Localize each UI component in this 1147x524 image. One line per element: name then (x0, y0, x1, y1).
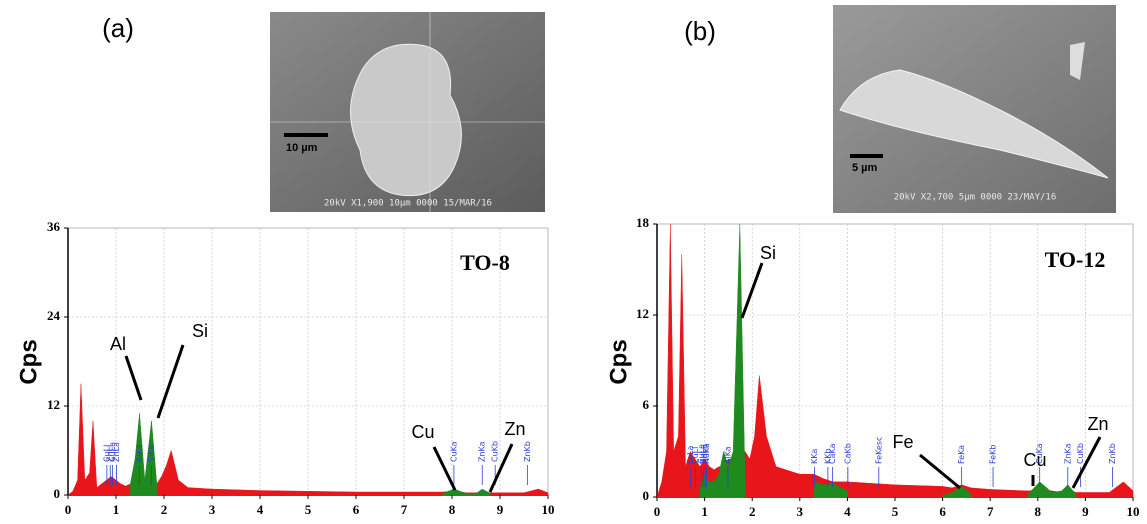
peak-label: ZnLl (699, 447, 708, 464)
x-tick-label: 10 (542, 502, 555, 517)
scale-bar-label: 10 µm (286, 142, 318, 154)
sample-label: TO-12 (1045, 247, 1106, 272)
peak-label: CuLl (691, 447, 700, 464)
x-tick-label: 4 (844, 504, 851, 519)
y-tick-label: 12 (636, 306, 649, 321)
x-tick-label: 10 (1127, 504, 1140, 519)
peak-label: CaKa (828, 443, 837, 464)
y-tick-label: 36 (47, 219, 61, 234)
scale-bar-label: 5 µm (852, 162, 878, 174)
peak-label: AlKa (135, 444, 144, 462)
peak-label: SiKa (147, 445, 156, 462)
spectrum (699, 223, 1077, 498)
x-tick-label: 1 (113, 502, 120, 517)
y-axis-label: Cps (15, 339, 42, 384)
callout-label: Zn (1087, 414, 1108, 434)
callout-line (124, 355, 143, 401)
callout-label: Cu (411, 422, 434, 442)
y-axis-label: Cps (605, 339, 632, 384)
x-tick-label: 3 (209, 502, 216, 517)
callout-label: Zn (504, 419, 525, 439)
peak-label: KKa (810, 449, 819, 464)
x-tick-label: 1 (701, 504, 708, 519)
x-tick-label: 5 (305, 502, 312, 517)
x-tick-label: 5 (892, 504, 899, 519)
x-tick-label: 9 (497, 502, 504, 517)
peak-label: FeKesc (874, 437, 883, 464)
peak-label: FeKb (989, 445, 998, 464)
peak-label: ZnLl (106, 445, 115, 462)
x-tick-label: 6 (353, 502, 360, 517)
callout-label: Si (760, 243, 776, 263)
y-tick-label: 6 (643, 397, 650, 412)
x-tick-label: 6 (939, 504, 946, 519)
peak-label: CuKb (1076, 443, 1085, 464)
callout-line (740, 262, 764, 319)
y-tick-label: 12 (47, 397, 60, 412)
peak-label: AlKa (723, 446, 732, 464)
callout-label: Fe (892, 432, 913, 452)
peak-label: CuLa (108, 442, 117, 462)
sem-image (270, 5, 1116, 213)
peak-label: ZnKa (478, 441, 487, 462)
callout-line (1071, 436, 1102, 489)
x-tick-label: 8 (1035, 504, 1042, 519)
peak-label: ZnKa (1063, 443, 1072, 464)
callout-line (919, 453, 961, 490)
callout-label: Al (110, 334, 126, 354)
x-tick-label: 2 (749, 504, 756, 519)
sample-label: TO-8 (460, 250, 510, 275)
x-tick-label: 2 (161, 502, 168, 517)
y-tick-label: 0 (54, 486, 61, 501)
x-tick-label: 3 (797, 504, 804, 519)
peak-label: FeKa (957, 445, 966, 464)
peak-label: KKb (823, 448, 832, 464)
image-info: 20kV X1,900 10µm 0000 15/MAR/16 (324, 199, 492, 209)
peak-label: CuKa (449, 441, 458, 462)
spectrum (130, 413, 491, 496)
peak-label: FeLa (686, 445, 695, 464)
peak-label: CuLa (697, 444, 706, 464)
panel-label: (a) (102, 13, 134, 43)
peak-label: CaKb (843, 443, 852, 464)
y-tick-label: 24 (47, 308, 61, 323)
peak-label: CuKa (1035, 443, 1044, 464)
peak-label: ZnLa (701, 444, 710, 464)
x-tick-label: 7 (401, 502, 408, 517)
callout-line (156, 344, 185, 419)
peak-label: NaKa (702, 443, 711, 464)
x-tick-label: 8 (449, 502, 456, 517)
callout-line (432, 446, 457, 491)
x-tick-label: 0 (65, 502, 72, 517)
panel-label: (b) (684, 16, 716, 46)
y-tick-label: 0 (643, 488, 650, 503)
image-info: 20kV X2,700 5µm 0000 23/MAY/16 (894, 193, 1057, 203)
x-tick-label: 4 (257, 502, 264, 517)
callout-label: Cu (1023, 450, 1046, 470)
peak-label: CuLl (102, 445, 111, 462)
callout-label: Si (192, 321, 208, 341)
peak-label: ZnKb (1108, 443, 1117, 464)
peak-label: ZnKb (523, 441, 532, 462)
x-tick-label: 9 (1082, 504, 1089, 519)
callout-line (488, 443, 514, 493)
x-tick-label: 0 (654, 504, 661, 519)
y-tick-label: 18 (636, 215, 650, 230)
x-tick-label: 7 (987, 504, 994, 519)
peak-label: CuKb (491, 441, 500, 462)
peak-label: ZnLa (112, 442, 121, 462)
